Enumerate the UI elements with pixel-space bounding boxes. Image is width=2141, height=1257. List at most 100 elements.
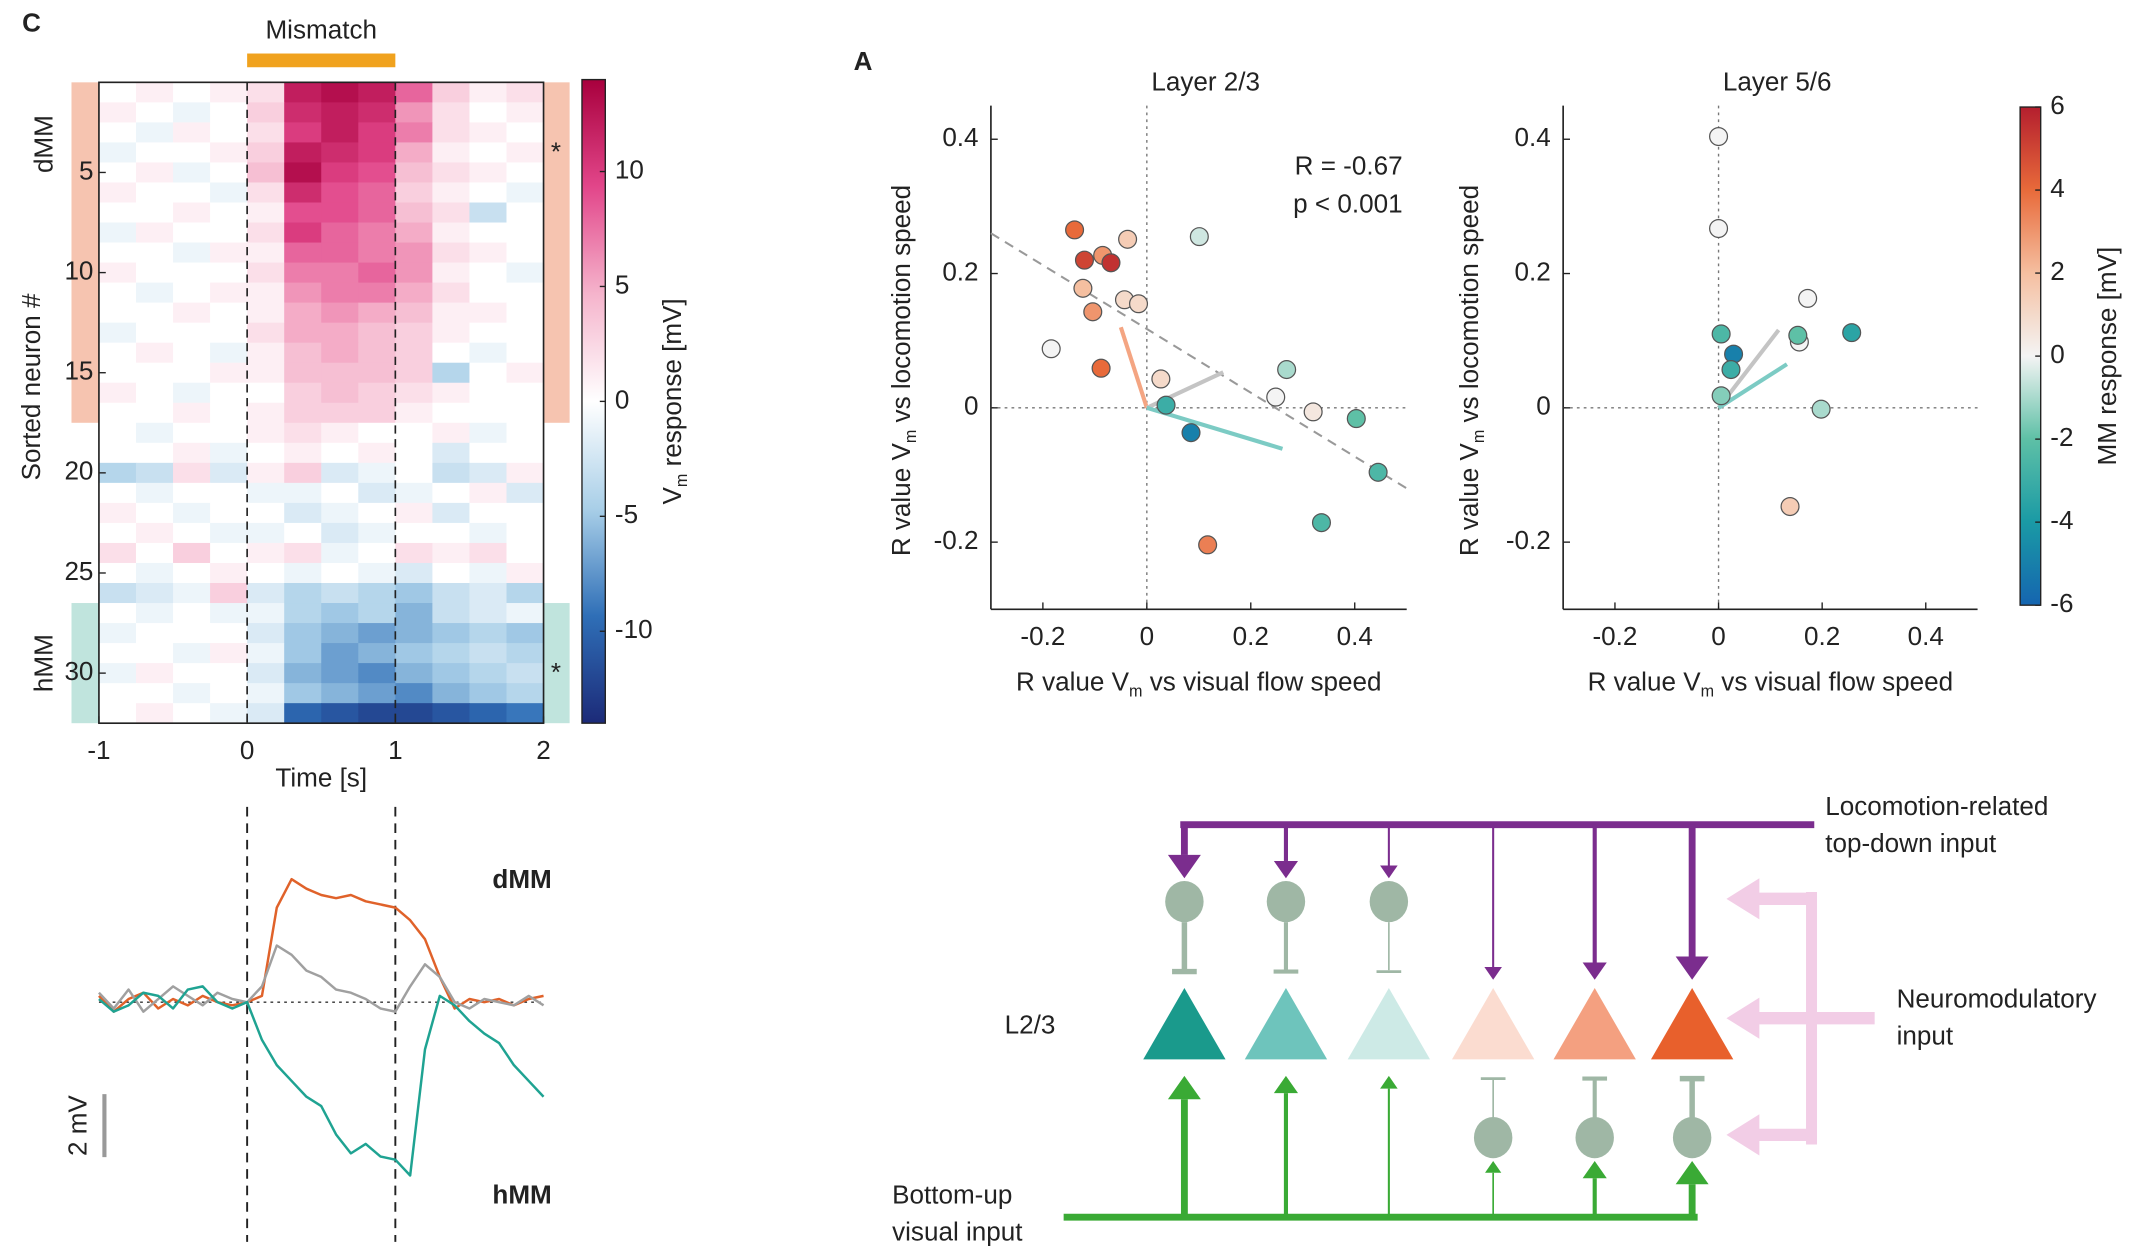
heatmap-cell bbox=[210, 382, 248, 404]
heatmap-cell bbox=[358, 182, 396, 204]
heatmap-cell bbox=[358, 122, 396, 143]
x-axis-label-part: R value V bbox=[1016, 666, 1130, 696]
heatmap-cell bbox=[469, 623, 508, 644]
heatmap-cell bbox=[284, 102, 322, 123]
heatmap-cell bbox=[321, 182, 359, 204]
heatmap-cell bbox=[135, 542, 174, 564]
heatmap-cell bbox=[358, 202, 396, 224]
heatmap-cell bbox=[321, 522, 359, 544]
x-axis-label-sub: m bbox=[1701, 683, 1714, 701]
heatmap-cell bbox=[432, 82, 470, 103]
top-down-arrow-head bbox=[1675, 956, 1709, 980]
heatmap-cell bbox=[432, 222, 470, 244]
y-axis-label-sub: m bbox=[1470, 430, 1488, 443]
point bbox=[1181, 423, 1201, 443]
heatmap-cell bbox=[98, 663, 137, 684]
heatmap-cell bbox=[395, 362, 433, 384]
x-tick-label: 0 bbox=[1140, 621, 1155, 651]
point bbox=[1711, 386, 1731, 406]
heatmap-cell bbox=[284, 502, 322, 524]
bottom-up-arrow-head bbox=[1273, 1075, 1299, 1094]
heatmap-cell bbox=[395, 322, 433, 344]
heatmap-cell bbox=[173, 603, 211, 624]
x-tick-label: 0 bbox=[240, 735, 255, 765]
point bbox=[1156, 395, 1176, 415]
top-down-label: top-down input bbox=[1825, 828, 1997, 858]
heatmap-cell bbox=[135, 422, 174, 444]
heatmap-cell bbox=[247, 583, 285, 604]
heatmap-cell bbox=[395, 522, 433, 544]
heatmap-cell bbox=[210, 603, 248, 624]
heatmap-cell bbox=[506, 262, 545, 284]
point bbox=[1721, 360, 1741, 380]
heatmap-cell bbox=[321, 342, 359, 364]
x-axis-label: R value Vm vs visual flow speed bbox=[1016, 666, 1382, 700]
heatmap-cell bbox=[173, 242, 211, 264]
heatmap-cell bbox=[98, 703, 137, 724]
heatmap-cell bbox=[135, 603, 174, 624]
heatmap-cell bbox=[247, 242, 285, 264]
heatmap-cell bbox=[210, 703, 248, 724]
heatmap-cell bbox=[395, 262, 433, 284]
heatmap-cell bbox=[432, 242, 470, 264]
heatmap-cell bbox=[98, 442, 137, 464]
heatmap-cell bbox=[469, 683, 508, 704]
heatmap-cell bbox=[173, 442, 211, 464]
group-bar bbox=[71, 603, 99, 724]
heatmap-cell bbox=[173, 482, 211, 504]
y-tick-label: 0.2 bbox=[1515, 256, 1551, 286]
heatmap-cell bbox=[247, 282, 285, 304]
heatmap-cell bbox=[284, 583, 322, 604]
heatmap-cell bbox=[321, 603, 359, 624]
heatmap-cell bbox=[469, 322, 508, 344]
x-tick-label: 0.4 bbox=[1337, 621, 1373, 651]
heatmap-cell bbox=[135, 322, 174, 344]
y-axis-label: R value Vm vs locomotion speed bbox=[886, 185, 920, 556]
group-bar bbox=[71, 82, 99, 423]
heatmap-cell bbox=[135, 102, 174, 123]
heatmap-cell bbox=[173, 162, 211, 184]
heatmap-cell bbox=[284, 82, 322, 103]
heatmap-cell bbox=[210, 282, 248, 304]
heatmap-cell bbox=[506, 462, 545, 484]
heatmap-cell bbox=[247, 142, 285, 163]
heatmap-cell bbox=[173, 282, 211, 304]
heatmap-cell bbox=[98, 603, 137, 624]
heatmap-cell bbox=[506, 623, 545, 644]
heatmap-cell bbox=[432, 462, 470, 484]
heatmap-cell bbox=[358, 382, 396, 404]
heatmap-cell bbox=[135, 242, 174, 264]
heatmap-cell bbox=[135, 382, 174, 404]
heatmap-cell bbox=[284, 202, 322, 224]
heatmap-cell bbox=[395, 202, 433, 224]
heatmap-cell bbox=[135, 162, 174, 184]
heatmap-cell bbox=[173, 422, 211, 444]
colorbar-tick-label: -4 bbox=[2050, 505, 2073, 535]
heatmap-cell bbox=[321, 242, 359, 264]
heatmap-cell bbox=[469, 442, 508, 464]
heatmap-cell bbox=[395, 122, 433, 143]
heatmap-cell bbox=[506, 603, 545, 624]
bottom-up-label: visual input bbox=[892, 1217, 1023, 1247]
heatmap-cell bbox=[506, 102, 545, 123]
heatmap-cell bbox=[469, 502, 508, 524]
heatmap-cell bbox=[358, 663, 396, 684]
y-tick-label: 0.4 bbox=[942, 122, 978, 152]
top-down-arrow-head bbox=[1273, 860, 1299, 879]
heatmap-cell bbox=[432, 643, 470, 664]
heatmap-cell bbox=[395, 162, 433, 184]
x-axis-label-sub: m bbox=[1129, 683, 1142, 701]
heatmap-cell bbox=[247, 262, 285, 284]
interneuron bbox=[1575, 1117, 1614, 1159]
heatmap-cell bbox=[98, 142, 137, 163]
heatmap-cell bbox=[284, 703, 322, 724]
heatmap-cell bbox=[135, 302, 174, 324]
x-tick-label: 2 bbox=[536, 735, 551, 765]
heatmap-cell bbox=[173, 122, 211, 143]
heatmap-cell bbox=[173, 82, 211, 103]
neuromod-arrow-head bbox=[1726, 1114, 1760, 1156]
heatmap-cell bbox=[135, 342, 174, 364]
heatmap-cell bbox=[173, 583, 211, 604]
heatmap-cell bbox=[358, 142, 396, 163]
point bbox=[1811, 399, 1831, 419]
